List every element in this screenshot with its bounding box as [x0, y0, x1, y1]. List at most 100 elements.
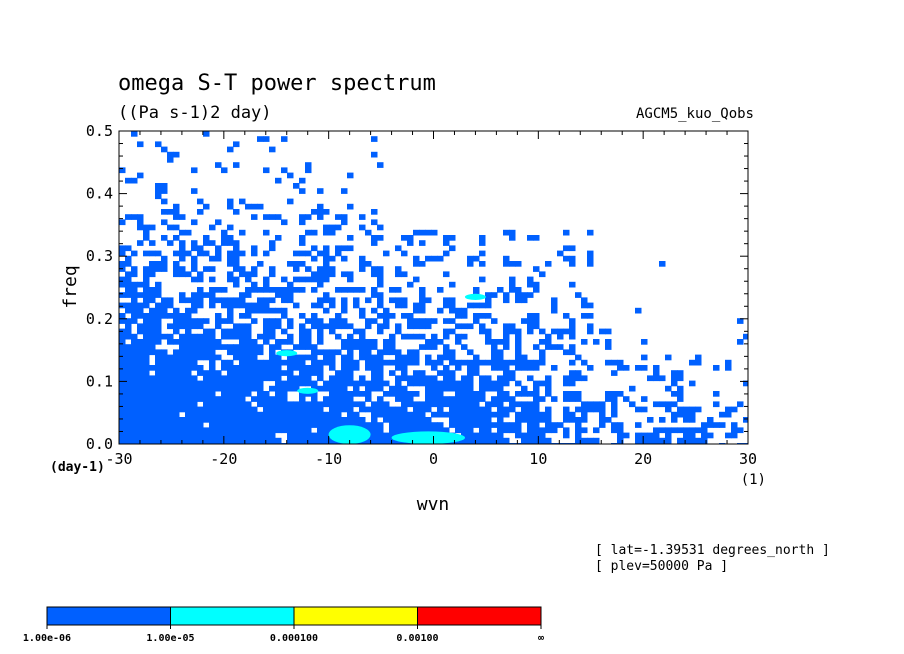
contour-cell-blue — [209, 240, 216, 246]
contour-cell-blue — [347, 323, 354, 330]
contour-cell-blue — [245, 323, 252, 330]
contour-cell-blue — [173, 359, 180, 366]
contour-cell-blue — [449, 385, 456, 392]
contour-cell-blue — [461, 401, 468, 408]
contour-cell-blue — [125, 437, 132, 444]
contour-cell-blue — [407, 391, 414, 397]
contour-cell-blue — [413, 406, 420, 413]
contour-cell-blue — [149, 266, 156, 272]
contour-cell-blue — [263, 318, 270, 324]
contour-cell-blue — [689, 411, 696, 418]
contour-cell-blue — [251, 417, 258, 423]
contour-cell-blue — [191, 391, 198, 397]
contour-cell-blue — [317, 188, 324, 194]
contour-cell-blue — [455, 406, 462, 413]
contour-cell-blue — [317, 359, 324, 366]
contour-cell-blue — [227, 391, 234, 397]
contour-cell-blue — [131, 292, 138, 298]
contour-cell-blue — [245, 411, 252, 418]
contour-cell-blue — [233, 432, 240, 439]
contour-cell-blue — [431, 333, 438, 340]
contour-cell-blue — [335, 250, 342, 257]
contour-cell-blue — [359, 313, 366, 319]
contour-cell-blue — [299, 323, 306, 330]
contour-cell-blue — [239, 349, 246, 356]
contour-cell-blue — [293, 375, 300, 382]
contour-cell-blue — [233, 365, 240, 371]
contour-cell-blue — [269, 323, 276, 330]
contour-cell-blue — [635, 307, 642, 314]
contour-cell-blue — [293, 411, 300, 418]
contour-cell-blue — [185, 391, 192, 397]
contour-cell-blue — [173, 391, 180, 397]
contour-cell-blue — [191, 276, 198, 283]
contour-cell-blue — [593, 401, 600, 408]
contour-cell-blue — [197, 344, 204, 350]
contour-cell-blue — [671, 427, 678, 434]
contour-cell-blue — [275, 375, 282, 382]
contour-cell-blue — [347, 375, 354, 382]
contour-cell-blue — [317, 417, 324, 423]
contour-cell-blue — [371, 271, 378, 278]
contour-cell-blue — [275, 411, 282, 418]
contour-cell-blue — [185, 297, 192, 304]
contour-cell-blue — [677, 385, 684, 392]
contour-cell-blue — [443, 385, 450, 392]
contour-cell-blue — [377, 437, 384, 444]
contour-cell-blue — [209, 385, 216, 392]
contour-cell-blue — [521, 292, 528, 298]
contour-cell-blue — [389, 391, 396, 397]
contour-cell-blue — [665, 401, 672, 408]
contour-cell-blue — [485, 411, 492, 418]
contour-cell-blue — [533, 318, 540, 324]
contour-cell-blue — [593, 339, 600, 345]
contour-cell-blue — [203, 349, 210, 356]
contour-cell-blue — [515, 292, 522, 298]
contour-cell-blue — [137, 292, 144, 298]
contour-cell-blue — [575, 354, 582, 361]
contour-cell-blue — [131, 266, 138, 272]
contour-cell-blue — [305, 354, 312, 361]
contour-cell-blue — [269, 427, 276, 434]
contour-cell-blue — [503, 229, 510, 236]
contour-cell-blue — [443, 354, 450, 361]
contour-cell-blue — [197, 318, 204, 324]
contour-cell-blue — [689, 359, 696, 366]
contour-cell-blue — [155, 385, 162, 392]
contour-cell-blue — [473, 255, 480, 262]
contour-cell-blue — [281, 411, 288, 418]
contour-cell-blue — [581, 411, 588, 418]
contour-cell-blue — [305, 370, 312, 376]
contour-cell-blue — [245, 328, 252, 335]
y-axis-ticks: 0.00.10.20.30.40.5 — [86, 122, 748, 453]
contour-cell-blue — [131, 391, 138, 397]
contour-cell-blue — [353, 287, 360, 293]
contour-cell-blue — [221, 359, 228, 366]
contour-cell-blue — [263, 432, 270, 439]
contour-cell-blue — [569, 245, 576, 252]
contour-cell-blue — [323, 271, 330, 278]
contour-cell-blue — [635, 365, 642, 371]
contour-cell-blue — [449, 297, 456, 304]
contour-cell-blue — [545, 406, 552, 413]
contour-cell-blue — [179, 271, 186, 278]
contour-cell-blue — [365, 323, 372, 330]
y-unit-label: (day-1) — [50, 460, 105, 475]
contour-cell-blue — [473, 302, 480, 309]
contour-cell-blue — [305, 167, 312, 174]
contour-cell-blue — [587, 406, 594, 413]
contour-cell-blue — [251, 411, 258, 418]
contour-cell-blue — [185, 307, 192, 314]
contour-cell-blue — [485, 406, 492, 413]
contour-cell-blue — [539, 339, 546, 345]
contour-cell-blue — [305, 344, 312, 350]
contour-cell-blue — [449, 417, 456, 423]
contour-cell-blue — [161, 188, 168, 194]
contour-cell-blue — [449, 245, 456, 252]
contour-cell-blue — [305, 162, 312, 168]
contour-cell-blue — [419, 323, 426, 330]
contour-cell-blue — [245, 365, 252, 371]
contour-cell-blue — [209, 401, 216, 408]
contour-cell-blue — [209, 344, 216, 350]
contour-cell-blue — [623, 432, 630, 439]
